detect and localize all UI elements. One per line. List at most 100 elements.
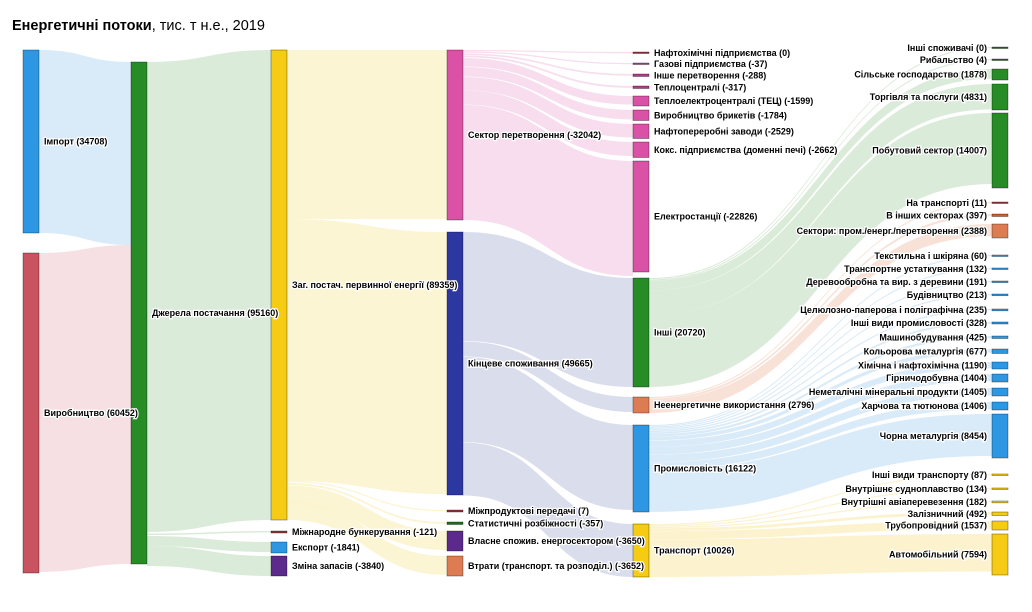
flow-sources-stock[interactable] — [147, 546, 271, 576]
node-fishing[interactable] — [991, 58, 1009, 61]
node-aviation[interactable] — [991, 500, 1009, 504]
node-nonferrous[interactable] — [991, 348, 1009, 354]
node-otherindustry[interactable] — [991, 321, 1009, 325]
flow-transport-road[interactable] — [649, 534, 992, 577]
flow-imports-sources[interactable] — [39, 50, 131, 245]
node-nonmetallic[interactable] — [991, 387, 1009, 397]
flow-tpes-final[interactable] — [287, 219, 447, 494]
flow-others-agriculture[interactable] — [649, 69, 992, 291]
node-neother[interactable] — [991, 213, 1009, 217]
node-gasworks[interactable] — [632, 62, 650, 65]
flow-tpes-transformation[interactable] — [287, 50, 447, 219]
node-rail[interactable] — [991, 511, 1009, 516]
flow-transformation-petrochem[interactable] — [463, 50, 633, 54]
flow-final-industry[interactable] — [463, 357, 633, 510]
node-chemical[interactable] — [991, 361, 1009, 370]
node-statdiff[interactable] — [446, 521, 464, 525]
flow-industry-food[interactable] — [649, 402, 992, 470]
node-industry[interactable] — [632, 424, 650, 513]
node-road[interactable] — [991, 533, 1009, 576]
flow-tpes-ownuse[interactable] — [287, 485, 447, 551]
flow-final-others[interactable] — [463, 232, 633, 387]
node-household[interactable] — [991, 112, 1009, 189]
flow-industry-wood[interactable] — [649, 281, 992, 429]
flow-sources-export[interactable] — [147, 536, 271, 552]
node-final[interactable] — [446, 231, 464, 496]
flow-final-nonenergy[interactable] — [463, 341, 633, 413]
node-paper[interactable] — [991, 308, 1009, 312]
flow-transport-pipeline[interactable] — [649, 521, 992, 540]
node-interproduct[interactable] — [446, 509, 464, 513]
node-others[interactable] — [632, 277, 650, 388]
node-nesectors[interactable] — [991, 223, 1009, 239]
flow-tpes-statdiff[interactable] — [287, 483, 447, 524]
flow-industry-mining[interactable] — [649, 374, 992, 455]
flow-transformation-othertransf[interactable] — [463, 53, 633, 76]
node-tpes[interactable] — [270, 49, 288, 521]
flow-nonenergy-nesectors[interactable] — [649, 224, 992, 413]
node-petrochem[interactable] — [632, 51, 650, 54]
flow-nonenergy-neother[interactable] — [649, 214, 992, 401]
flow-transformation-briquettes[interactable] — [463, 67, 633, 120]
flow-transformation-gasworks[interactable] — [463, 51, 633, 65]
node-transformation[interactable] — [446, 49, 464, 221]
node-stock[interactable] — [270, 555, 288, 577]
flow-transformation-power[interactable] — [463, 105, 633, 276]
flow-nonenergy-netransport[interactable] — [649, 202, 992, 399]
node-mining[interactable] — [991, 373, 1009, 383]
flow-transformation-coke[interactable] — [463, 90, 633, 157]
node-export[interactable] — [270, 541, 288, 554]
flow-industry-nonferrous[interactable] — [649, 349, 992, 441]
node-ferrous[interactable] — [991, 413, 1009, 459]
flow-sources-tpes[interactable] — [147, 50, 271, 532]
node-othertransf[interactable] — [632, 73, 650, 77]
node-ownuse[interactable] — [446, 530, 464, 552]
flow-production-sources[interactable] — [39, 245, 131, 572]
flow-transformation-chp[interactable] — [463, 58, 633, 105]
node-chp[interactable] — [632, 95, 650, 107]
flow-others-fishing[interactable] — [649, 59, 992, 281]
flow-sources-bunkering[interactable] — [147, 531, 271, 535]
node-construction[interactable] — [991, 293, 1009, 297]
flow-others-trade[interactable] — [649, 84, 992, 317]
node-imports[interactable] — [22, 49, 40, 234]
flow-tpes-losses[interactable] — [287, 501, 447, 575]
flow-transport-othertransport[interactable] — [649, 474, 992, 526]
flow-transport-aviation[interactable] — [649, 501, 992, 529]
flow-others-household[interactable] — [649, 113, 992, 387]
node-transequip[interactable] — [991, 267, 1009, 270]
node-shipping[interactable] — [991, 487, 1009, 490]
node-bunkering[interactable] — [270, 530, 288, 534]
node-textile[interactable] — [991, 254, 1009, 257]
node-otherconsumers[interactable] — [991, 46, 1009, 49]
flow-transport-shipping[interactable] — [649, 488, 992, 527]
node-netransport[interactable] — [991, 201, 1009, 204]
node-losses[interactable] — [446, 555, 464, 577]
node-sources[interactable] — [130, 61, 148, 565]
node-power[interactable] — [632, 160, 650, 273]
node-machinery[interactable] — [991, 335, 1009, 339]
node-transport[interactable] — [632, 523, 650, 578]
node-trade[interactable] — [991, 83, 1009, 111]
flow-industry-construction[interactable] — [649, 294, 992, 431]
node-briquettes[interactable] — [632, 109, 650, 121]
node-refineries[interactable] — [632, 123, 650, 139]
flow-transformation-refineries[interactable] — [463, 77, 633, 138]
flow-final-transport[interactable] — [463, 442, 633, 578]
flow-industry-ferrous[interactable] — [649, 414, 992, 512]
flow-industry-transequip[interactable] — [649, 268, 992, 428]
node-production[interactable] — [22, 252, 40, 574]
flow-industry-paper[interactable] — [649, 309, 992, 433]
node-nonenergy[interactable] — [632, 396, 650, 414]
node-coke[interactable] — [632, 141, 650, 158]
node-agriculture[interactable] — [991, 68, 1009, 81]
flow-industry-otherindustry[interactable] — [649, 322, 992, 435]
node-wood[interactable] — [991, 280, 1009, 283]
flow-industry-textile[interactable] — [649, 255, 992, 427]
node-pipeline[interactable] — [991, 520, 1009, 531]
flow-transformation-heatplants[interactable] — [463, 55, 633, 88]
flow-tpes-interproduct[interactable] — [287, 481, 447, 512]
flow-industry-machinery[interactable] — [649, 336, 992, 437]
flow-industry-chemical[interactable] — [649, 362, 992, 447]
flow-transport-rail[interactable] — [649, 512, 992, 531]
